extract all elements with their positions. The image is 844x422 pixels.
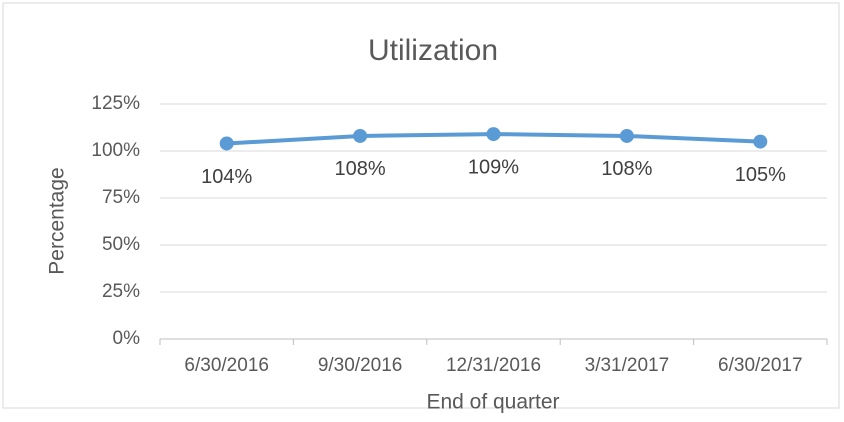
x-axis-label: End of quarter (426, 391, 559, 414)
x-tick-label: 12/31/2016 (446, 355, 541, 376)
y-tick-label: 125% (91, 93, 140, 114)
y-tick-label: 75% (102, 187, 140, 208)
data-point (486, 127, 501, 142)
data-label: 108% (601, 158, 652, 180)
data-label: 104% (201, 166, 252, 188)
y-tick-label: 50% (102, 234, 140, 255)
data-point (219, 136, 234, 151)
y-tick-label: 25% (102, 281, 140, 302)
chart-border (2, 2, 840, 409)
data-point (619, 128, 634, 143)
data-label: 108% (335, 158, 386, 180)
y-tick-label: 100% (91, 140, 140, 161)
data-point (353, 128, 368, 143)
data-point (753, 134, 768, 149)
chart-title: Utilization (368, 34, 498, 67)
data-label: 109% (468, 156, 519, 178)
y-axis-label: Percentage (46, 167, 69, 274)
x-tick-label: 6/30/2016 (184, 355, 269, 376)
data-label: 105% (735, 164, 786, 186)
x-tick-label: 9/30/2016 (318, 355, 403, 376)
x-tick-label: 6/30/2017 (718, 355, 803, 376)
x-tick-label: 3/31/2017 (585, 355, 670, 376)
y-tick-label: 0% (113, 328, 141, 349)
